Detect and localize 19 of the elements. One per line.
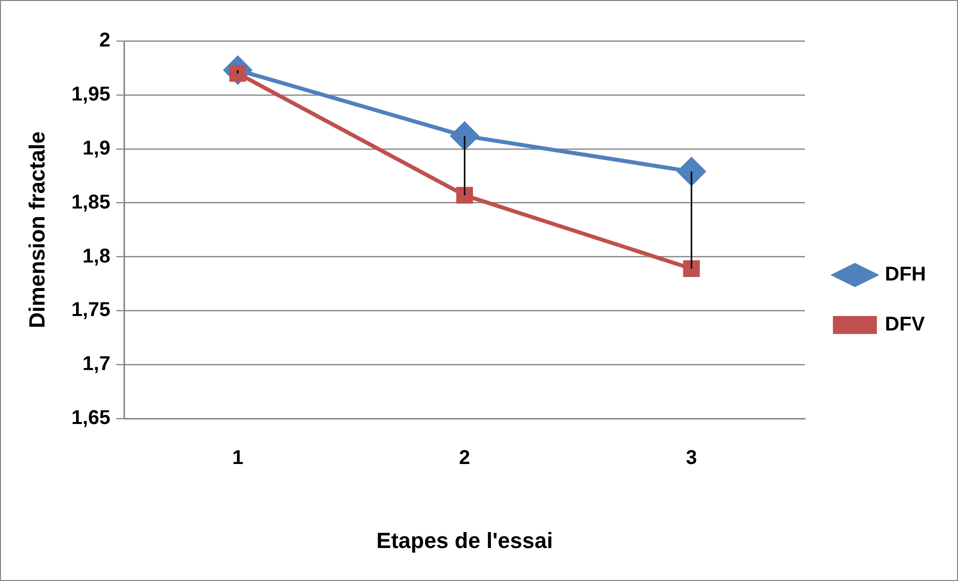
y-tick-label: 1,95 (71, 83, 110, 106)
x-tick-label: 3 (686, 447, 698, 470)
x-tick-label: 2 (459, 447, 470, 470)
point (450, 122, 479, 150)
legend-label: DFH (884, 264, 926, 286)
point (456, 186, 473, 204)
y-tick-label: 1,8 (82, 245, 110, 268)
y-tick-label: 1,85 (71, 191, 110, 214)
x-tick-label: 1 (232, 447, 244, 470)
y-tick-label: 1,65 (71, 407, 110, 430)
x-axis-title: Etapes de l'essai (376, 528, 553, 553)
legend-label: DFV (884, 314, 926, 336)
y-tick-label: 1,7 (82, 353, 110, 376)
y-axis-title: Dimension fractale (24, 131, 50, 328)
y-tick-label: 1,9 (82, 137, 110, 160)
y-tick-label: 2 (99, 30, 110, 52)
point (683, 260, 700, 278)
y-tick-label: 1,75 (71, 299, 110, 322)
point (677, 158, 706, 186)
